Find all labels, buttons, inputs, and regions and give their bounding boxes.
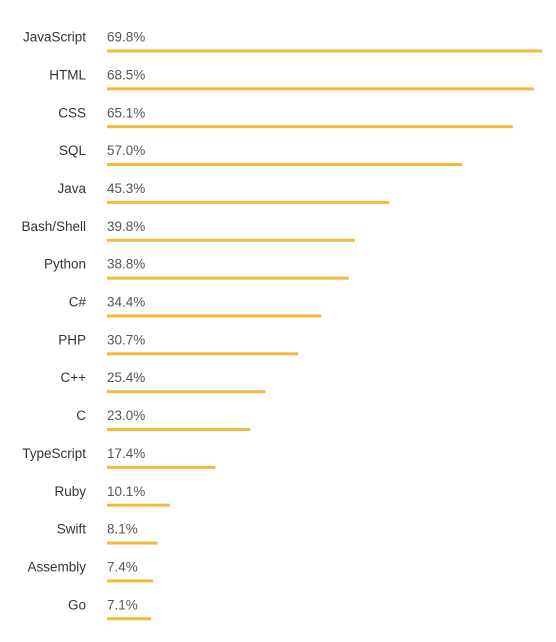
value-label: 65.1% — [107, 105, 145, 120]
category-label: Bash/Shell — [21, 219, 86, 234]
value-label: 10.1% — [107, 484, 145, 499]
bar — [107, 579, 154, 583]
bar — [107, 352, 299, 356]
category-label: SQL — [59, 143, 87, 158]
bar — [107, 314, 322, 318]
category-label: Go — [68, 597, 86, 612]
value-label: 68.5% — [107, 67, 145, 82]
bar — [107, 428, 251, 431]
value-label: 25.4% — [107, 370, 145, 385]
value-label: 45.3% — [107, 181, 145, 196]
category-label: C++ — [60, 370, 86, 385]
category-label: CSS — [58, 105, 86, 120]
category-label: HTML — [49, 67, 86, 82]
value-label: 34.4% — [107, 295, 145, 310]
bar — [107, 125, 513, 129]
value-label: 23.0% — [107, 408, 145, 423]
bar — [107, 503, 170, 507]
value-label: 7.4% — [107, 559, 138, 574]
value-label: 69.8% — [107, 30, 145, 45]
bar — [107, 390, 266, 394]
category-label: Assembly — [27, 559, 86, 574]
value-label: 30.7% — [107, 332, 145, 347]
value-label: 7.1% — [107, 597, 138, 612]
category-label: C# — [69, 295, 87, 310]
bar — [107, 465, 216, 469]
value-label: 38.8% — [107, 257, 145, 272]
category-label: TypeScript — [22, 446, 86, 461]
bar — [107, 87, 534, 91]
category-label: Python — [44, 257, 86, 272]
value-label: 57.0% — [107, 143, 145, 158]
category-label: PHP — [58, 332, 86, 347]
bar — [107, 238, 355, 242]
bar — [107, 276, 349, 280]
bar — [107, 617, 152, 621]
bar — [107, 163, 463, 167]
bars-layer: JavaScript 69.8% HTML 68.5% CSS 65.1% SQL 57.0%… — [21, 30, 542, 621]
category-label: Swift — [57, 522, 87, 537]
value-label: 39.8% — [107, 219, 145, 234]
bar — [107, 200, 390, 204]
bar — [107, 49, 542, 53]
category-label: Java — [57, 181, 86, 196]
value-label: 8.1% — [107, 522, 138, 537]
bar — [107, 541, 158, 545]
category-label: Ruby — [54, 484, 86, 499]
category-label: C — [76, 408, 86, 423]
category-label: JavaScript — [23, 30, 86, 45]
value-label: 17.4% — [107, 446, 145, 461]
